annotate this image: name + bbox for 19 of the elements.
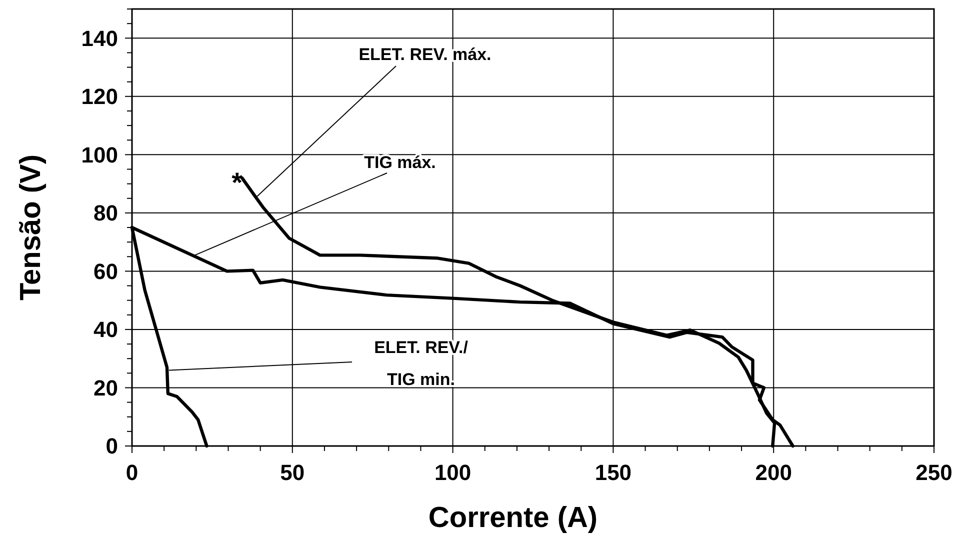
y-tick-label: 140 <box>81 26 118 51</box>
x-tick-label: 250 <box>916 460 952 485</box>
y-tick-label: 100 <box>81 142 118 168</box>
x-tick-label: 0 <box>126 460 138 485</box>
x-tick-label: 150 <box>594 460 632 485</box>
y-tick-label: 80 <box>94 200 118 226</box>
annotation: * <box>232 166 243 198</box>
y-tick-label: 20 <box>94 375 118 400</box>
y-axis-title: Tensão (V) <box>15 154 47 301</box>
annotation: TIG máx. <box>364 153 436 172</box>
y-tick-label: 0 <box>106 434 118 459</box>
x-tick-label: 50 <box>280 460 305 485</box>
x-axis-title: Corrente (A) <box>428 502 598 534</box>
x-tick-label: 200 <box>755 460 792 485</box>
y-tick-label: 60 <box>94 258 118 284</box>
x-tick-label: 100 <box>434 460 472 485</box>
y-tick-label: 120 <box>81 84 118 110</box>
y-tick-label: 40 <box>94 317 118 342</box>
annotation: ELET. REV. máx. <box>358 45 492 64</box>
